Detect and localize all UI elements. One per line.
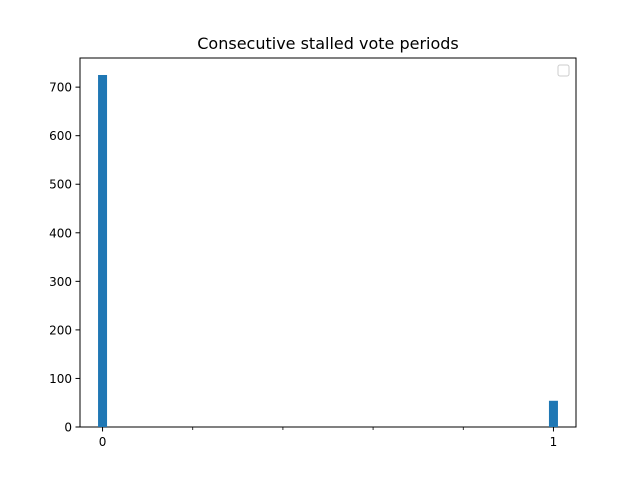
y-tick-label: 600 (49, 129, 72, 143)
x-tick-label: 1 (550, 435, 558, 449)
legend-box (557, 64, 570, 77)
y-tick-label: 700 (49, 81, 72, 95)
x-tick-label: 0 (99, 435, 107, 449)
y-tick-label: 300 (49, 275, 72, 289)
y-tick-label: 100 (49, 372, 72, 386)
y-tick-label: 400 (49, 226, 72, 240)
y-tick-label: 0 (64, 421, 72, 435)
y-axis: 0 100 200 300 400 500 600 700 (49, 81, 80, 435)
bar (548, 400, 558, 427)
axes-frame (79, 57, 577, 428)
chart-title: Consecutive stalled vote periods (197, 34, 459, 53)
plot-area (79, 57, 577, 428)
y-tick-label: 500 (49, 178, 72, 192)
y-tick-label: 200 (49, 323, 72, 337)
bars (98, 74, 558, 428)
legend (557, 64, 570, 77)
bar (98, 74, 108, 428)
